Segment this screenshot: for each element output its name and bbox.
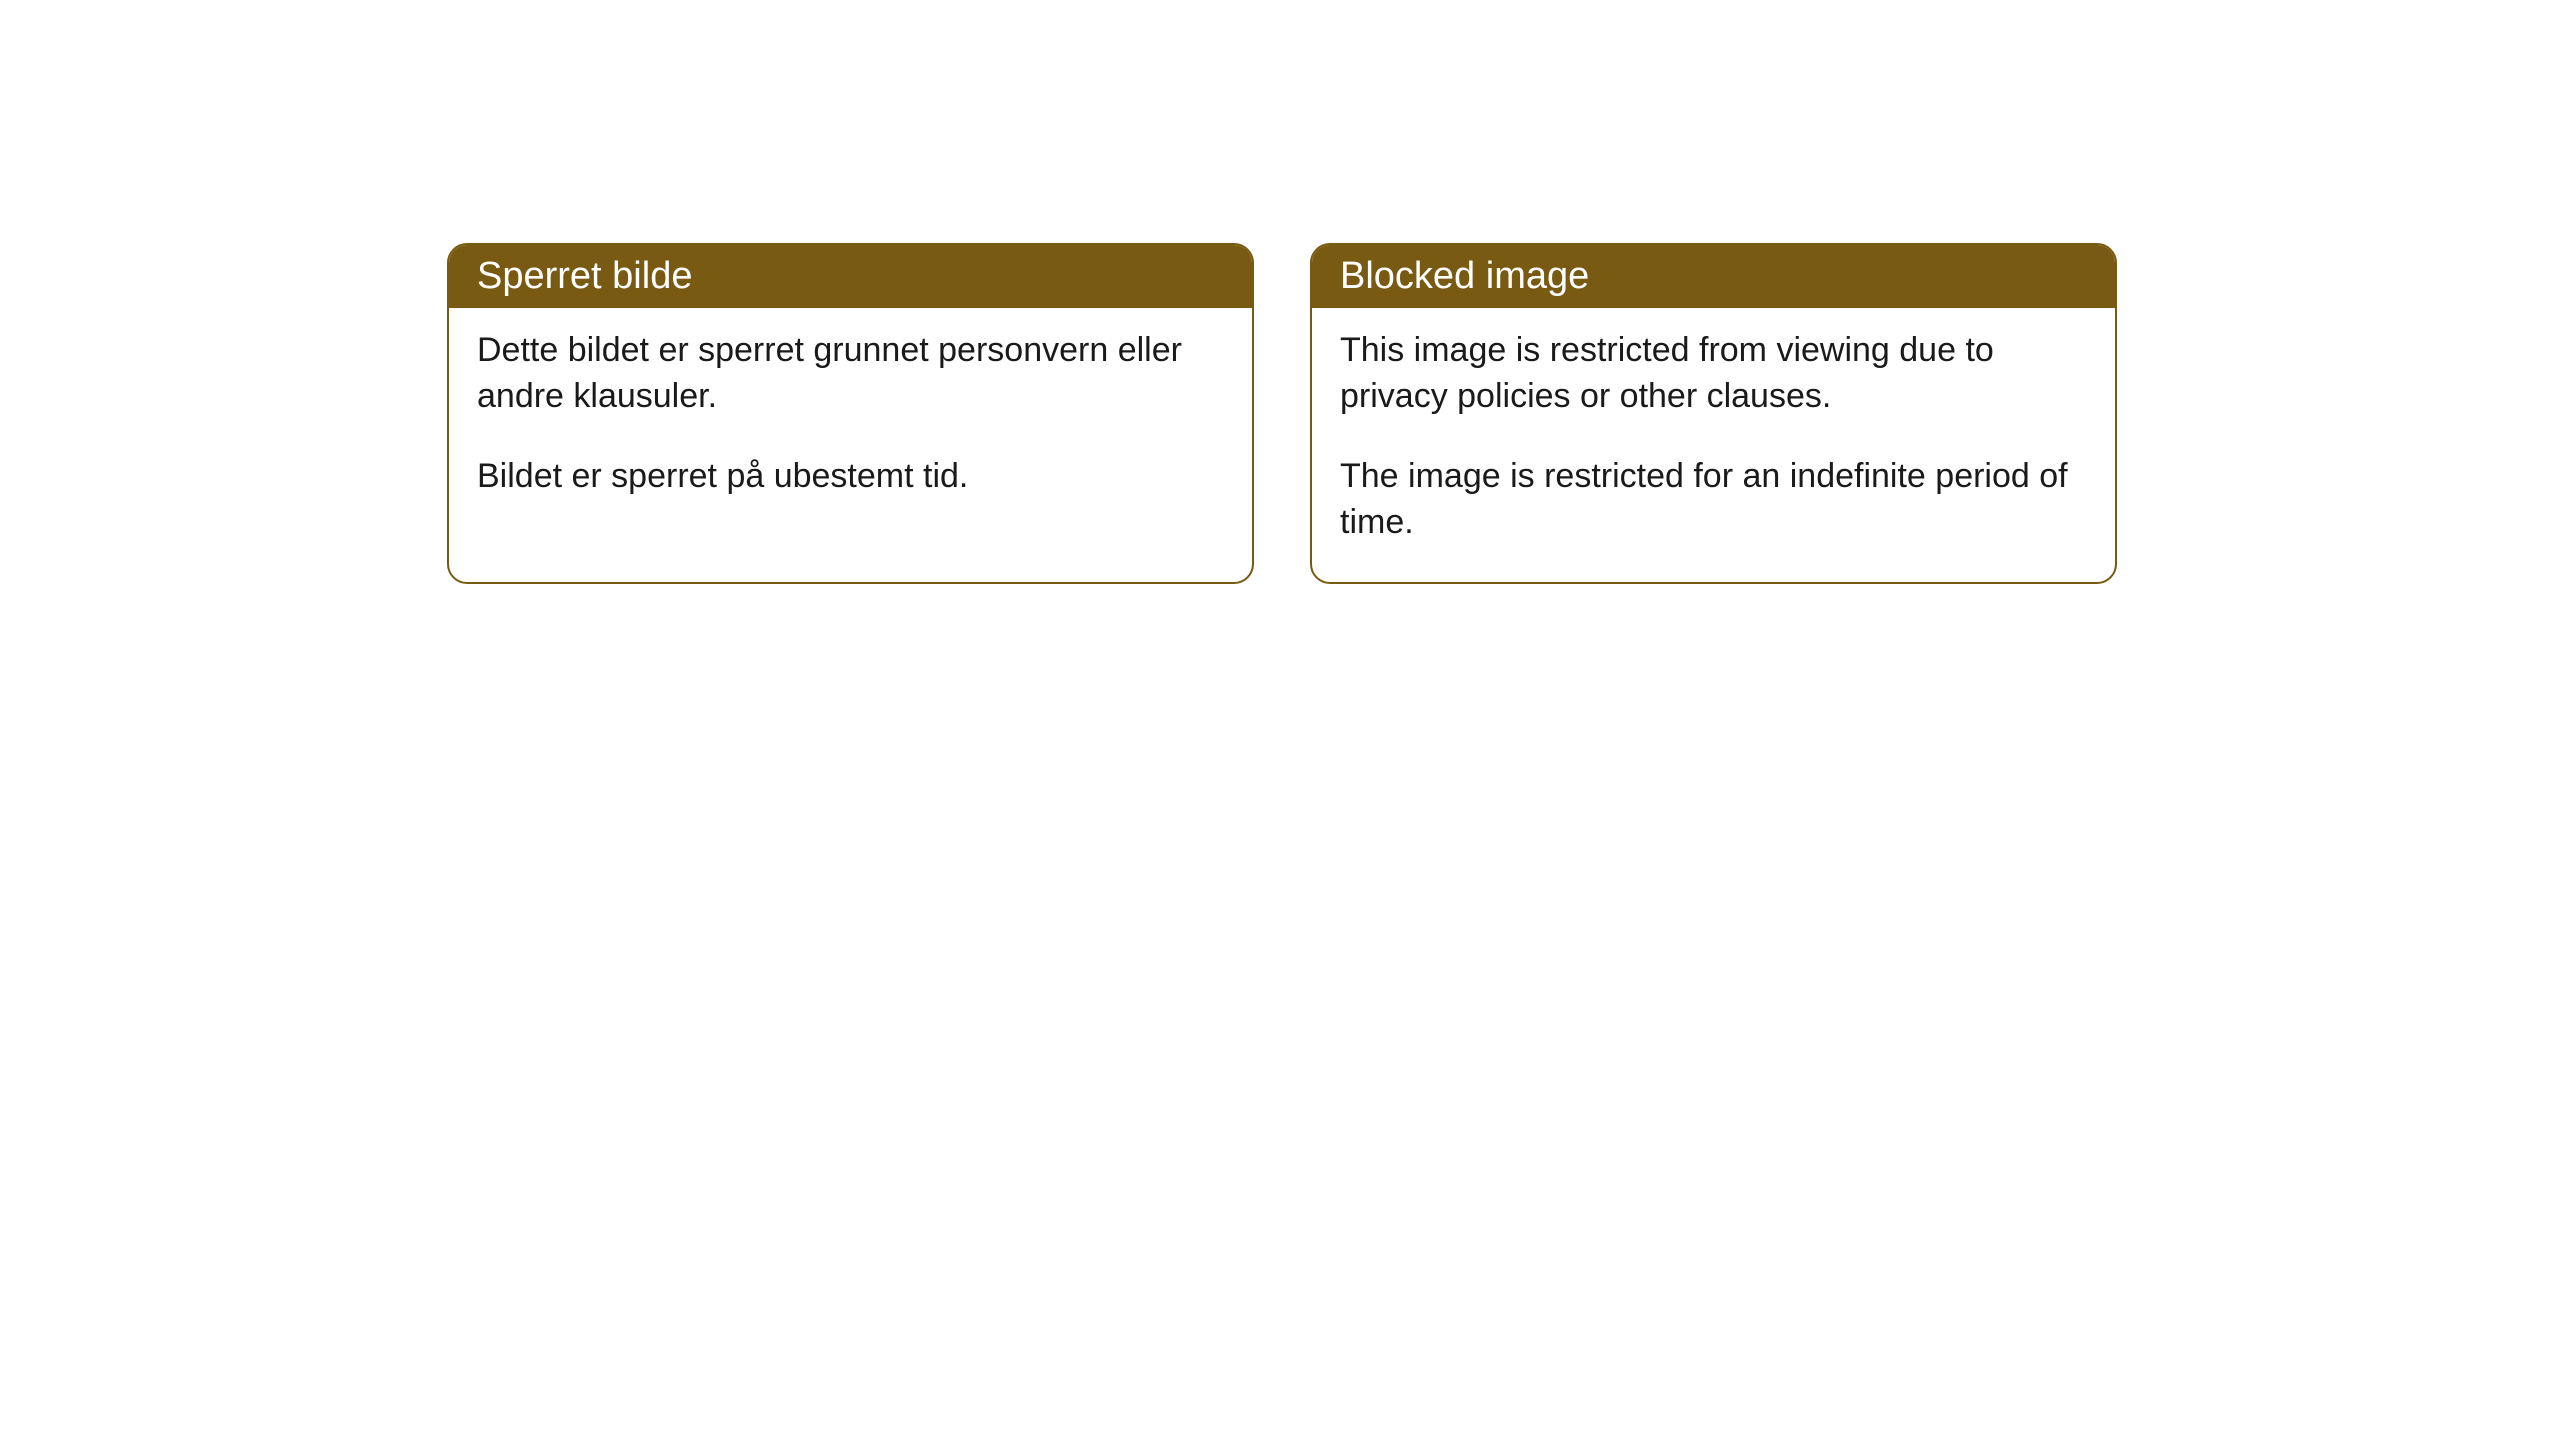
card-body: Dette bildet er sperret grunnet personve… <box>449 308 1252 536</box>
notice-card-english: Blocked image This image is restricted f… <box>1310 243 2117 584</box>
card-title: Sperret bilde <box>477 255 692 297</box>
notice-cards-container: Sperret bilde Dette bildet er sperret gr… <box>0 0 2560 584</box>
card-title: Blocked image <box>1340 255 1589 297</box>
card-paragraph: Dette bildet er sperret grunnet personve… <box>477 328 1224 420</box>
notice-card-norwegian: Sperret bilde Dette bildet er sperret gr… <box>447 243 1254 584</box>
card-header: Blocked image <box>1312 245 2115 308</box>
card-paragraph: This image is restricted from viewing du… <box>1340 328 2087 420</box>
card-paragraph: The image is restricted for an indefinit… <box>1340 454 2087 546</box>
card-paragraph: Bildet er sperret på ubestemt tid. <box>477 454 1224 500</box>
card-body: This image is restricted from viewing du… <box>1312 308 2115 582</box>
card-header: Sperret bilde <box>449 245 1252 308</box>
